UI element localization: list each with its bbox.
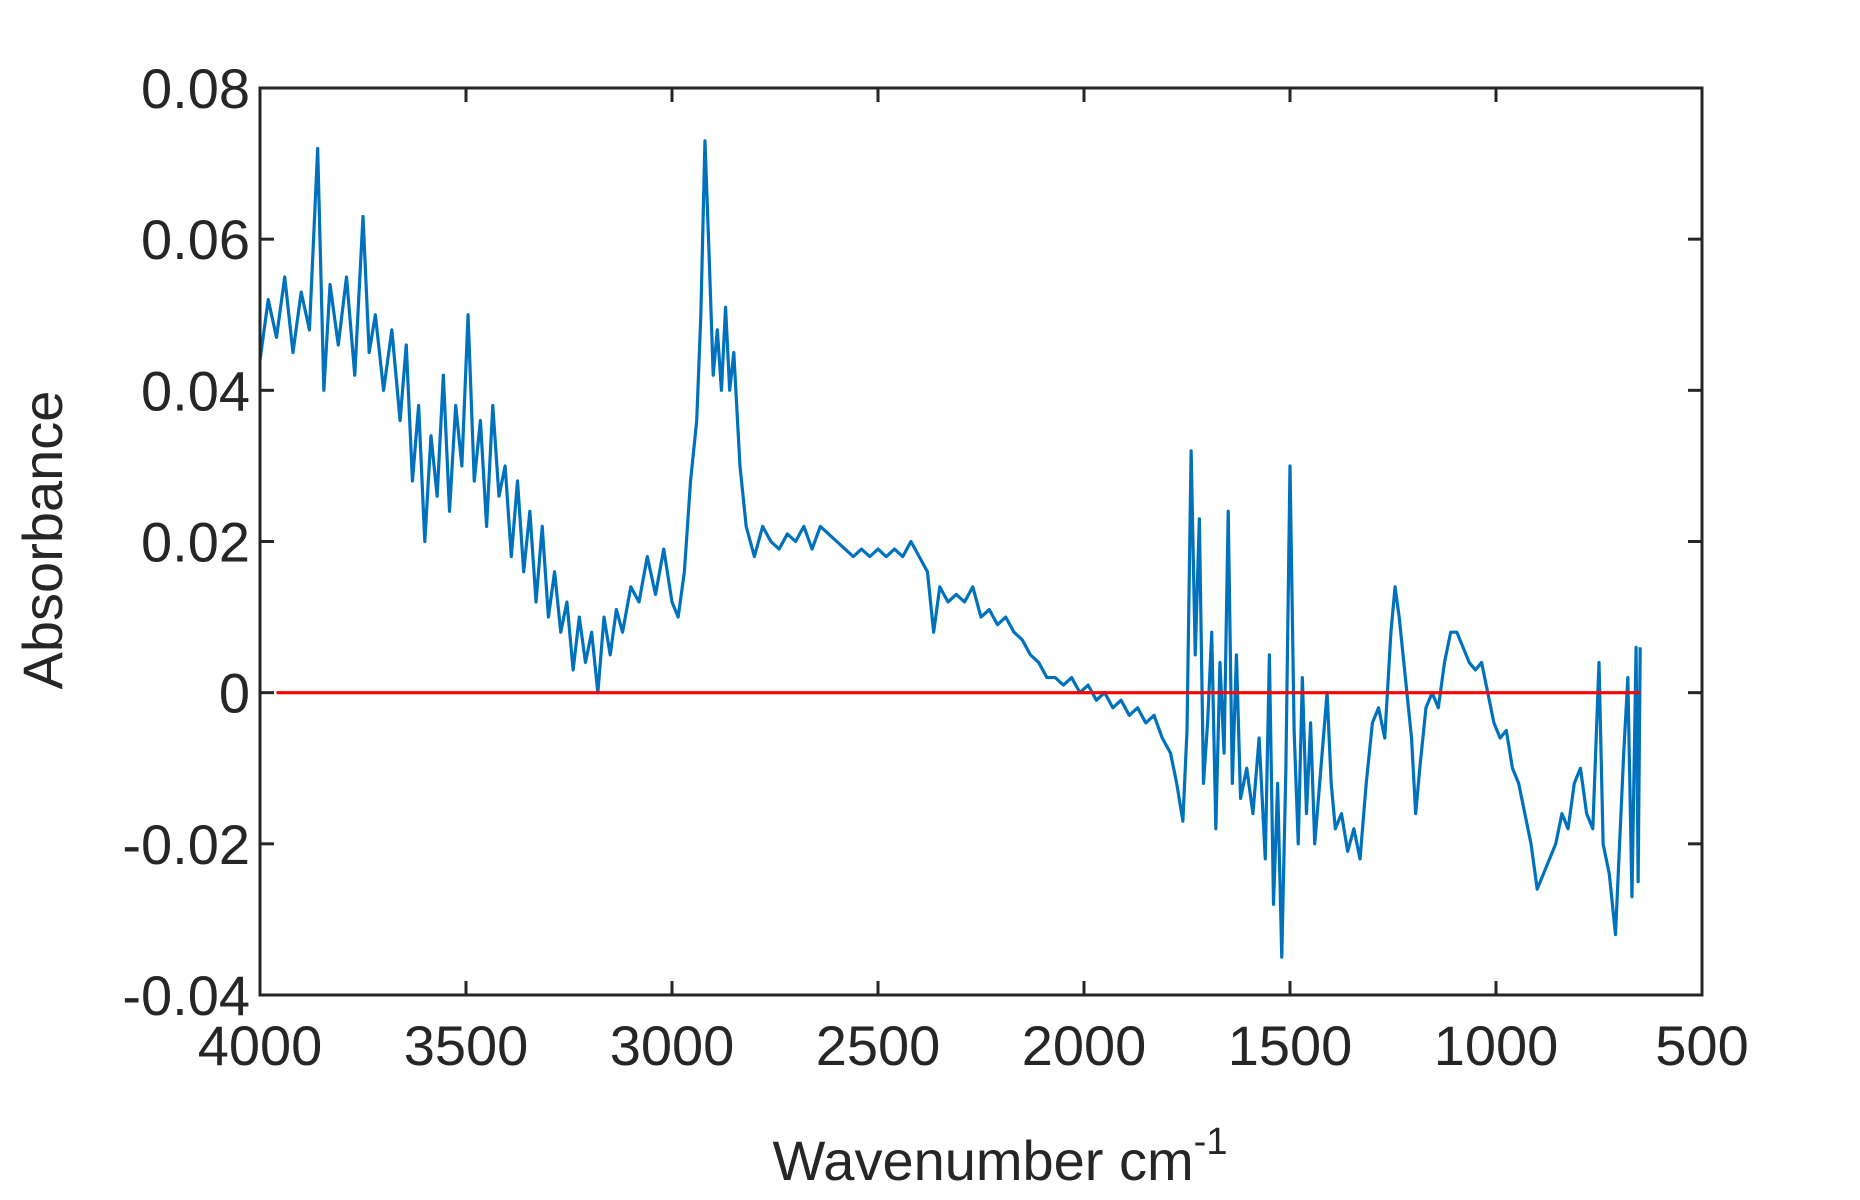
y-tick-label: 0.04 — [141, 359, 250, 422]
plot-frame — [258, 86, 1704, 997]
x-tick-label: 500 — [1655, 1014, 1748, 1077]
x-axis-label-main: Wavenumber cm — [773, 1129, 1194, 1192]
x-tick-label: 3000 — [610, 1014, 735, 1077]
y-tick-label: -0.02 — [122, 813, 250, 876]
x-axis-label: Wavenumber cm-1 — [773, 1121, 1228, 1192]
x-tick-label: 3500 — [404, 1014, 529, 1077]
y-tick-label: -0.04 — [122, 964, 250, 1027]
data-line — [258, 139, 1642, 959]
y-tick-label: 0.08 — [141, 57, 250, 120]
y-tick-label: 0.02 — [141, 511, 250, 574]
y-axis-label: Absorbance — [11, 391, 74, 690]
y-tick-label: 0.06 — [141, 208, 250, 271]
y-tick-label: 0 — [219, 662, 250, 725]
x-axis-label-superscript: -1 — [1194, 1121, 1228, 1163]
x-tick-label: 2000 — [1022, 1014, 1147, 1077]
x-tick-label: 1000 — [1434, 1014, 1559, 1077]
x-tick-label: 4000 — [198, 1014, 323, 1077]
x-tick-label: 2500 — [816, 1014, 941, 1077]
x-tick-label: 1500 — [1228, 1014, 1353, 1077]
